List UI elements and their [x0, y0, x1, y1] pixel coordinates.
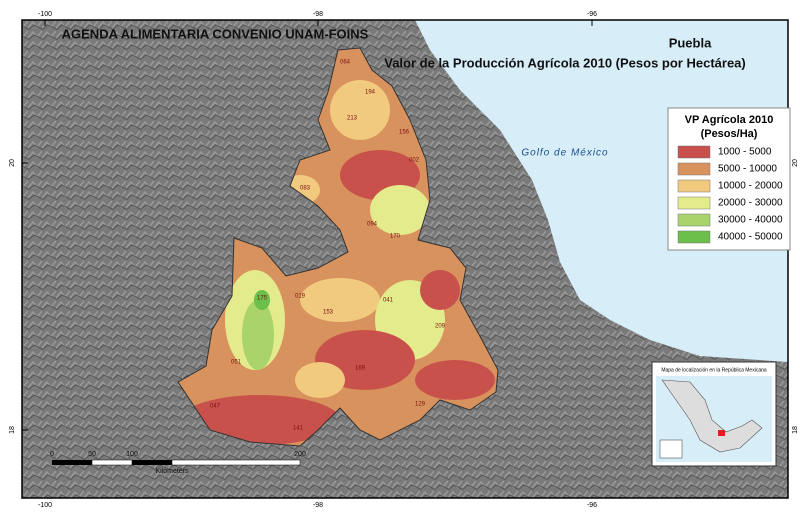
municipality-label: 129 [415, 402, 426, 408]
longitude-label: -96 [587, 502, 597, 509]
legend-label: 5000 - 10000 [718, 164, 777, 175]
scale-label: 0 [50, 451, 54, 458]
municipality-label: 064 [340, 60, 351, 66]
legend-label: 20000 - 30000 [718, 198, 783, 209]
inset-map: Mapa de localización en la República Mex… [651, 361, 777, 467]
legend-title: VP Agrícola 2010 [685, 114, 774, 126]
legend-box [667, 107, 791, 251]
sea-label: Golfo de México [521, 148, 608, 159]
state-outline [177, 47, 499, 447]
municipality-label: 019 [295, 294, 306, 300]
map-title: Valor de la Producción Agrícola 2010 (Pe… [384, 55, 746, 70]
municipality-label: 094 [367, 222, 378, 228]
municipality-label: 209 [435, 324, 446, 330]
legend-label: 1000 - 5000 [718, 147, 772, 158]
legend-swatch [677, 179, 711, 193]
legend-label: 10000 - 20000 [718, 181, 783, 192]
inset-puebla [718, 430, 725, 436]
longitude-label: -100 [38, 502, 52, 509]
inset-title: Mapa de localización en la República Mex… [661, 367, 767, 373]
legend-label: 30000 - 40000 [718, 215, 783, 226]
latitude-label: 20 [792, 159, 799, 167]
latitude-label: 18 [792, 426, 799, 434]
legend-swatch [677, 162, 711, 176]
municipality-label: 153 [323, 310, 334, 316]
legend-label: 40000 - 50000 [718, 232, 783, 243]
legend-swatch [677, 213, 711, 227]
state-name: Puebla [669, 35, 712, 50]
legend: VP Agrícola 2010 (Pesos/Ha) 1000 - 5000 5… [667, 107, 791, 251]
scale-label: 50 [88, 451, 96, 458]
scale-label: 100 [126, 451, 138, 458]
municipality-label: 083 [300, 186, 311, 192]
municipality-label: 213 [347, 116, 358, 122]
scale-bar [52, 459, 301, 466]
project-title: AGENDA ALIMENTARIA CONVENIO UNAM-FOINS [62, 26, 369, 41]
municipality-label: 156 [399, 130, 410, 136]
municipality-label: 051 [231, 360, 242, 366]
unam-logo [659, 439, 683, 459]
longitude-label: -96 [587, 11, 597, 18]
inset-mexico [661, 379, 763, 453]
scale-unit: Kilometers [155, 468, 189, 475]
municipality-label: 141 [293, 426, 304, 432]
municipality-label: 194 [365, 90, 376, 96]
municipality-label: 175 [257, 296, 268, 302]
legend-swatch [677, 196, 711, 210]
municipality-label: 047 [210, 404, 221, 410]
municipality-label: 002 [409, 158, 420, 164]
longitude-label: -98 [313, 11, 323, 18]
legend-swatch [677, 145, 711, 159]
longitude-label: -98 [313, 502, 323, 509]
legend-subtitle: (Pesos/Ha) [701, 128, 758, 140]
legend-swatch [677, 230, 711, 244]
municipality-label: 041 [383, 298, 394, 304]
map-frame [21, 19, 789, 499]
longitude-label: -100 [38, 11, 52, 18]
latitude-label: 18 [9, 426, 16, 434]
latitude-label: 20 [9, 159, 16, 167]
sea [415, 20, 788, 362]
municipality-label: 170 [390, 234, 401, 240]
municipality-label: 169 [355, 366, 366, 372]
scale-label: 200 [294, 451, 306, 458]
